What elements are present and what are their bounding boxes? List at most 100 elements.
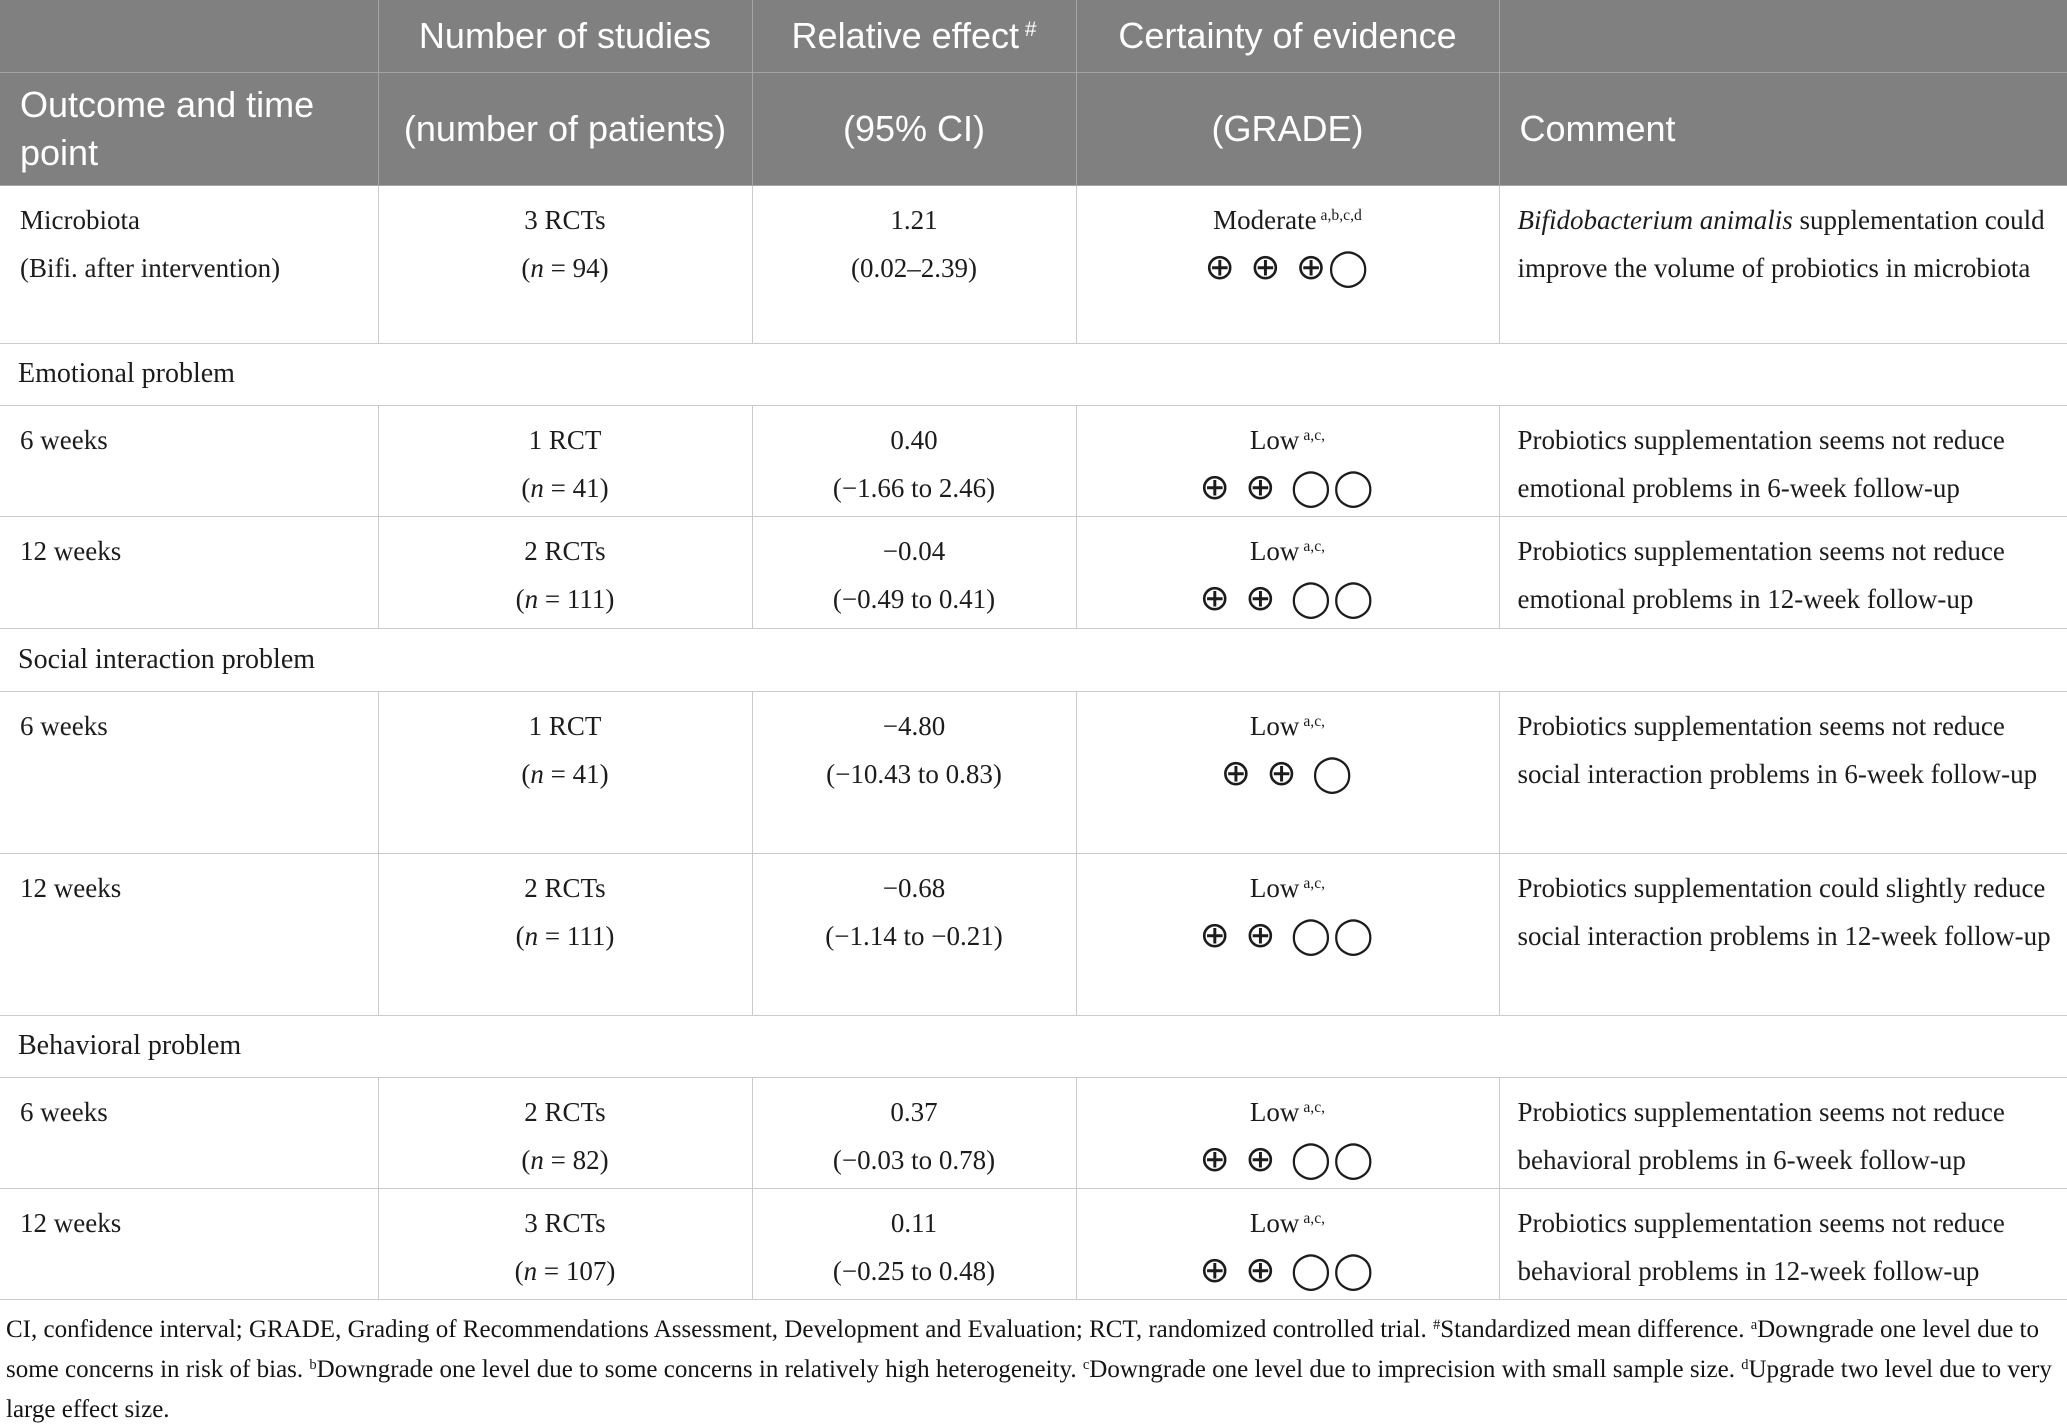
- header-row: Number of studies Relative effect # Certai…: [0, 0, 2067, 73]
- superscript-note: a,c,: [1299, 426, 1326, 444]
- grade-symbols: ⊕ ⊕ ◯◯: [1199, 914, 1376, 956]
- certainty-level: Low a,c,: [1087, 1199, 1489, 1247]
- grade-evidence-table: Number of studies Relative effect # Certai…: [0, 0, 2067, 1300]
- studies-count: 1 RCT: [528, 710, 602, 741]
- footnote: CI, confidence interval; GRADE, Grading …: [0, 1300, 2067, 1424]
- patients-value: = 111): [538, 583, 615, 614]
- cell-comment: Probiotics supplementation could slightl…: [1498, 852, 2067, 1016]
- effect-value: 1.21: [890, 204, 938, 235]
- cell-effect: 0.37 (−0.03 to 0.78): [751, 1076, 1077, 1189]
- footnote-text: Downgrade one level due to some concerns…: [6, 1315, 2040, 1383]
- comment-body: Probiotics supplementation seems not red…: [1517, 424, 2005, 503]
- effect-ci: (0.02–2.39): [851, 252, 977, 283]
- cell-comment: Bifidobacterium animalis supplementation…: [1498, 184, 2067, 344]
- cell-comment: Probiotics supplementation seems not red…: [1498, 404, 2067, 517]
- patients-open: (: [514, 1255, 524, 1286]
- certainty-level: Low a,c,: [1087, 527, 1489, 575]
- label-text: Low: [1249, 535, 1300, 566]
- outcome-line1: 12 weeks: [20, 872, 122, 903]
- footnote-superscript: d: [1741, 1357, 1749, 1374]
- grade-symbols: ⊕ ⊕ ◯◯: [1199, 577, 1376, 619]
- cell-studies: 2 RCTs (n = 111): [377, 515, 753, 629]
- comment-body: Probiotics supplementation seems not red…: [1517, 1096, 2005, 1175]
- section-label: Social interaction problem: [0, 627, 2067, 692]
- cell-certainty: Low a,c, ⊕ ⊕ ◯◯: [1075, 1187, 1500, 1300]
- effect-value: −4.80: [882, 710, 946, 741]
- section-label: Emotional problem: [0, 342, 2067, 406]
- outcome-line1: Microbiota: [20, 204, 140, 235]
- certainty-level: Low a,c,: [1087, 416, 1489, 464]
- cell-effect: −0.68 (−1.14 to −0.21): [751, 852, 1077, 1016]
- effect-ci: (−1.14 to −0.21): [825, 920, 1003, 951]
- footnote-superscript: b: [309, 1357, 317, 1374]
- cell-effect: −0.04 (−0.49 to 0.41): [751, 515, 1077, 629]
- patients-count: (n = 41): [389, 464, 742, 512]
- patients-count: (n = 41): [389, 750, 742, 798]
- header-comment: Comment: [1498, 72, 2067, 186]
- effect-value: 0.11: [890, 1207, 938, 1238]
- label-text: Low: [1249, 424, 1300, 455]
- effect-ci: (−0.49 to 0.41): [832, 583, 996, 614]
- outcome-line2: (Bifi. after intervention): [20, 252, 281, 283]
- cell-comment: Probiotics supplementation seems not red…: [1498, 1187, 2067, 1300]
- cell-certainty: Low a,c, ⊕ ⊕ ◯◯: [1075, 515, 1500, 629]
- studies-count: 2 RCTs: [524, 535, 606, 566]
- certainty-level: Low a,c,: [1087, 864, 1489, 912]
- effect-ci: (−1.66 to 2.46): [832, 472, 996, 503]
- superscript-note: a,c,: [1299, 712, 1326, 730]
- superscript-note: a,c,: [1299, 1209, 1326, 1227]
- cell-comment: Probiotics supplementation seems not red…: [1498, 690, 2067, 854]
- header-studies: Number of studies: [377, 0, 753, 73]
- effect-value: −0.04: [882, 535, 946, 566]
- comment-text: Probiotics supplementation seems not red…: [1518, 1199, 2063, 1295]
- section-row: Emotional problem: [0, 342, 2067, 406]
- patients-n-var: n: [524, 583, 539, 614]
- table-body: Microbiota (Bifi. after intervention) 3 RC…: [0, 184, 2067, 1300]
- patients-count: (n = 107): [389, 1247, 742, 1295]
- cell-certainty: Low a,c, ⊕ ⊕ ◯◯: [1075, 1076, 1500, 1189]
- cell-comment: Probiotics supplementation seems not red…: [1498, 515, 2067, 629]
- header-effect: (95% CI): [751, 72, 1077, 186]
- cell-effect: 0.40 (−1.66 to 2.46): [751, 404, 1077, 517]
- cell-effect: 1.21 (0.02–2.39): [751, 184, 1077, 344]
- patients-open: (: [521, 472, 531, 503]
- superscript-note: #: [1019, 18, 1037, 42]
- footnote-text: CI, confidence interval; GRADE, Grading …: [6, 1315, 1433, 1343]
- label-text: Low: [1249, 872, 1300, 903]
- patients-n-var: n: [530, 252, 544, 283]
- cell-certainty: Moderate a,b,c,d ⊕ ⊕ ⊕◯: [1075, 184, 1500, 344]
- header-effect: Relative effect #: [751, 0, 1077, 73]
- table-row: 6 weeks 1 RCT (n = 41) −4.80 (−10.43 to 0.83…: [0, 690, 2067, 854]
- footnote-superscript: a: [1750, 1317, 1758, 1334]
- cell-certainty: Low a,c, ⊕ ⊕ ◯: [1075, 690, 1500, 854]
- grade-symbols: ⊕ ⊕ ◯: [1220, 752, 1355, 794]
- header-outcome: [0, 0, 379, 73]
- patients-value: = 111): [538, 920, 615, 951]
- patients-open: (: [521, 1144, 531, 1175]
- header-row: Outcome and time point (number of patient…: [0, 72, 2067, 186]
- cell-studies: 1 RCT (n = 41): [377, 404, 753, 517]
- patients-n-var: n: [530, 758, 544, 789]
- cell-outcome: 6 weeks: [0, 1076, 379, 1189]
- comment-text: Bifidobacterium animalis supplementation…: [1518, 196, 2063, 292]
- patients-value: = 107): [537, 1255, 616, 1286]
- effect-ci: (−10.43 to 0.83): [826, 758, 1002, 789]
- cell-effect: −4.80 (−10.43 to 0.83): [751, 690, 1077, 854]
- patients-open: (: [521, 758, 531, 789]
- cell-studies: 2 RCTs (n = 111): [377, 852, 753, 1016]
- table-header: Number of studies Relative effect # Certai…: [0, 0, 2067, 186]
- comment-body: Probiotics supplementation could slightl…: [1517, 872, 2051, 951]
- table-row: 12 weeks 2 RCTs (n = 111) −0.04 (−0.49 to 0.…: [0, 515, 2067, 629]
- patients-n-var: n: [530, 1144, 544, 1175]
- studies-count: 2 RCTs: [524, 872, 606, 903]
- patients-value: = 82): [543, 1144, 609, 1175]
- cell-studies: 2 RCTs (n = 82): [377, 1076, 753, 1189]
- outcome-line1: 12 weeks: [20, 535, 122, 566]
- label-text: Low: [1249, 1207, 1300, 1238]
- footnote-superscript: c: [1082, 1357, 1090, 1374]
- effect-ci: (−0.03 to 0.78): [832, 1144, 996, 1175]
- grade-symbols: ⊕ ⊕ ◯◯: [1199, 466, 1376, 508]
- patients-open: (: [521, 252, 531, 283]
- comment-text: Probiotics supplementation seems not red…: [1518, 527, 2063, 623]
- patients-count: (n = 111): [389, 912, 742, 960]
